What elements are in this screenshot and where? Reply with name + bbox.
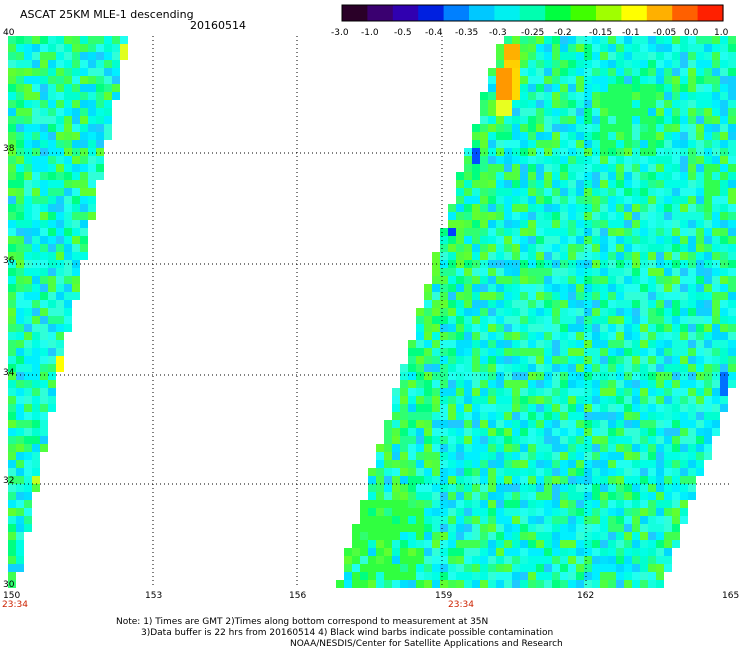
colorbar-cell [367,5,394,21]
colorbar-cell [646,5,673,21]
x-tick-159: 159 [435,591,453,601]
colorbar-cell [494,5,521,21]
colorbar-tick-label: -1.0 [361,28,379,38]
colorbar-tick-label: -3.0 [331,28,349,38]
y-tick-34: 34 [3,368,15,378]
y-tick-38: 38 [3,144,15,154]
colorbar-tick-label: -0.15 [589,28,613,38]
colorbar-cell [545,5,572,21]
colorbar-tick-label: -0.35 [455,28,479,38]
note-line-2: 3)Data buffer is 22 hrs from 20160514 4)… [141,628,554,638]
swath-time-right: 23:34 [448,600,474,610]
colorbar-cell [418,5,445,21]
colorbar-tick-label: -0.5 [394,28,412,38]
swath-right [336,36,736,588]
note-line-1: Note: 1) Times are GMT 2)Times along bot… [116,617,489,627]
swath-time-left: 23:34 [2,600,28,610]
x-tick-150: 150 [3,591,21,601]
map-date: 20160514 [190,19,246,32]
colorbar-cell [443,5,470,21]
x-tick-156: 156 [289,591,307,601]
colorbar-tick-label: -0.25 [521,28,545,38]
colorbar-cell [596,5,622,21]
colorbar-cell [621,5,648,21]
map-title: ASCAT 25KM MLE-1 descending [20,8,194,21]
note-line-3: NOAA/NESDIS/Center for Satellite Applica… [290,639,563,649]
colorbar-cell [570,5,597,21]
colorbar [341,4,724,22]
colorbar-tick-label: 0.0 [684,28,699,38]
colorbar-cell [469,5,495,21]
x-tick-153: 153 [145,591,163,601]
colorbar-tick-label: -0.3 [489,28,507,38]
y-tick-30: 30 [3,580,15,590]
x-tick-165: 165 [722,591,740,601]
y-tick-32: 32 [3,476,15,486]
colorbar-cell [672,5,699,21]
map-plot [8,36,736,588]
colorbar-tick-label: -0.05 [653,28,677,38]
colorbar-tick-label: -0.2 [554,28,572,38]
colorbar-cell [392,5,419,21]
colorbar-cell [342,5,368,21]
y-tick-40: 40 [3,28,15,38]
colorbar-cell [519,5,546,21]
colorbar-tick-label: 1.0 [714,28,729,38]
colorbar-cell [697,5,724,21]
grid-lines [8,36,732,588]
colorbar-tick-label: -0.4 [425,28,443,38]
colorbar-tick-label: -0.1 [622,28,640,38]
x-tick-162: 162 [577,591,595,601]
swath-left [8,36,128,588]
y-tick-36: 36 [3,256,15,266]
